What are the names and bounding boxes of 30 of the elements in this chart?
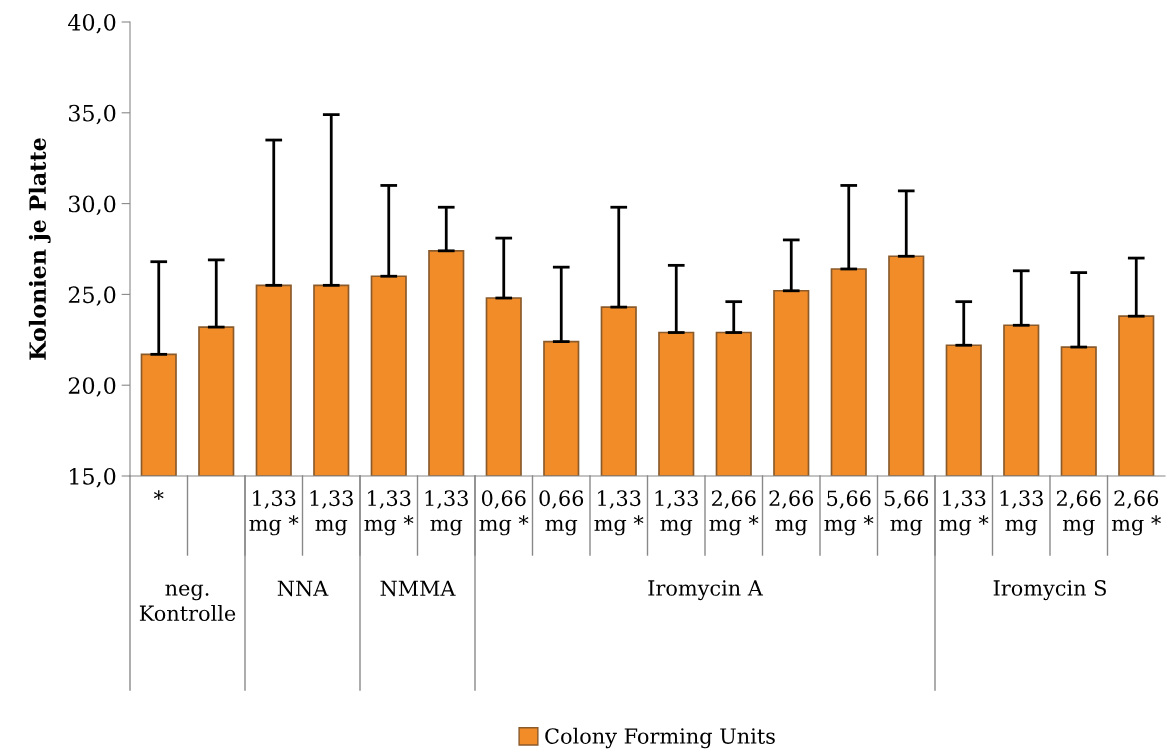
x-tick-label: 1,33 mg — [310, 490, 353, 536]
x-tick-label: 1,33 mg — [425, 490, 468, 536]
x-tick-label: 1,33 mg * — [939, 490, 989, 536]
x-tick-label: 0,66 mg * — [479, 490, 529, 536]
x-tick-label: 1,33 mg * — [594, 490, 644, 536]
x-tick-label: 2,66 mg * — [1111, 490, 1161, 536]
y-tick-label: 30,0 — [69, 195, 116, 216]
y-axis-title: Kolonien je Platte — [28, 138, 51, 360]
x-tick-label: 1,33 mg * — [249, 490, 299, 536]
text: NNA — [277, 580, 329, 597]
text: Iromycin A — [648, 580, 764, 601]
y-tick-label: 25,0 — [68, 286, 116, 306]
legend-label: Colony Forming Units — [545, 727, 775, 749]
y-tick-label: 35,0 — [69, 104, 116, 125]
y-tick-label: 15,0 — [70, 467, 116, 488]
text: Iromycin S — [993, 580, 1106, 601]
x-tick-label: 2,66 mg * — [709, 490, 759, 536]
x-tick-label: 0,66 mg — [539, 490, 584, 536]
x-tick-label: 1,33 mg * — [364, 490, 414, 536]
x-tick-label: 2,66 mg — [1056, 490, 1101, 536]
x-tick-label: 1,33 mg — [1000, 490, 1043, 536]
x-tick-label: * — [153, 490, 164, 500]
x-tick-label: 2,66 mg — [769, 490, 814, 536]
y-tick-label: 40,0 — [68, 13, 116, 34]
y-tick-label: 20,0 — [68, 377, 116, 397]
text: neg. Kontrolle — [139, 584, 236, 622]
x-tick-label: 1,33 mg — [655, 490, 698, 536]
x-tick-label: 5,66 mg — [884, 490, 929, 536]
text: NMMA — [380, 580, 456, 597]
x-tick-label: 5,66 mg * — [824, 490, 874, 536]
